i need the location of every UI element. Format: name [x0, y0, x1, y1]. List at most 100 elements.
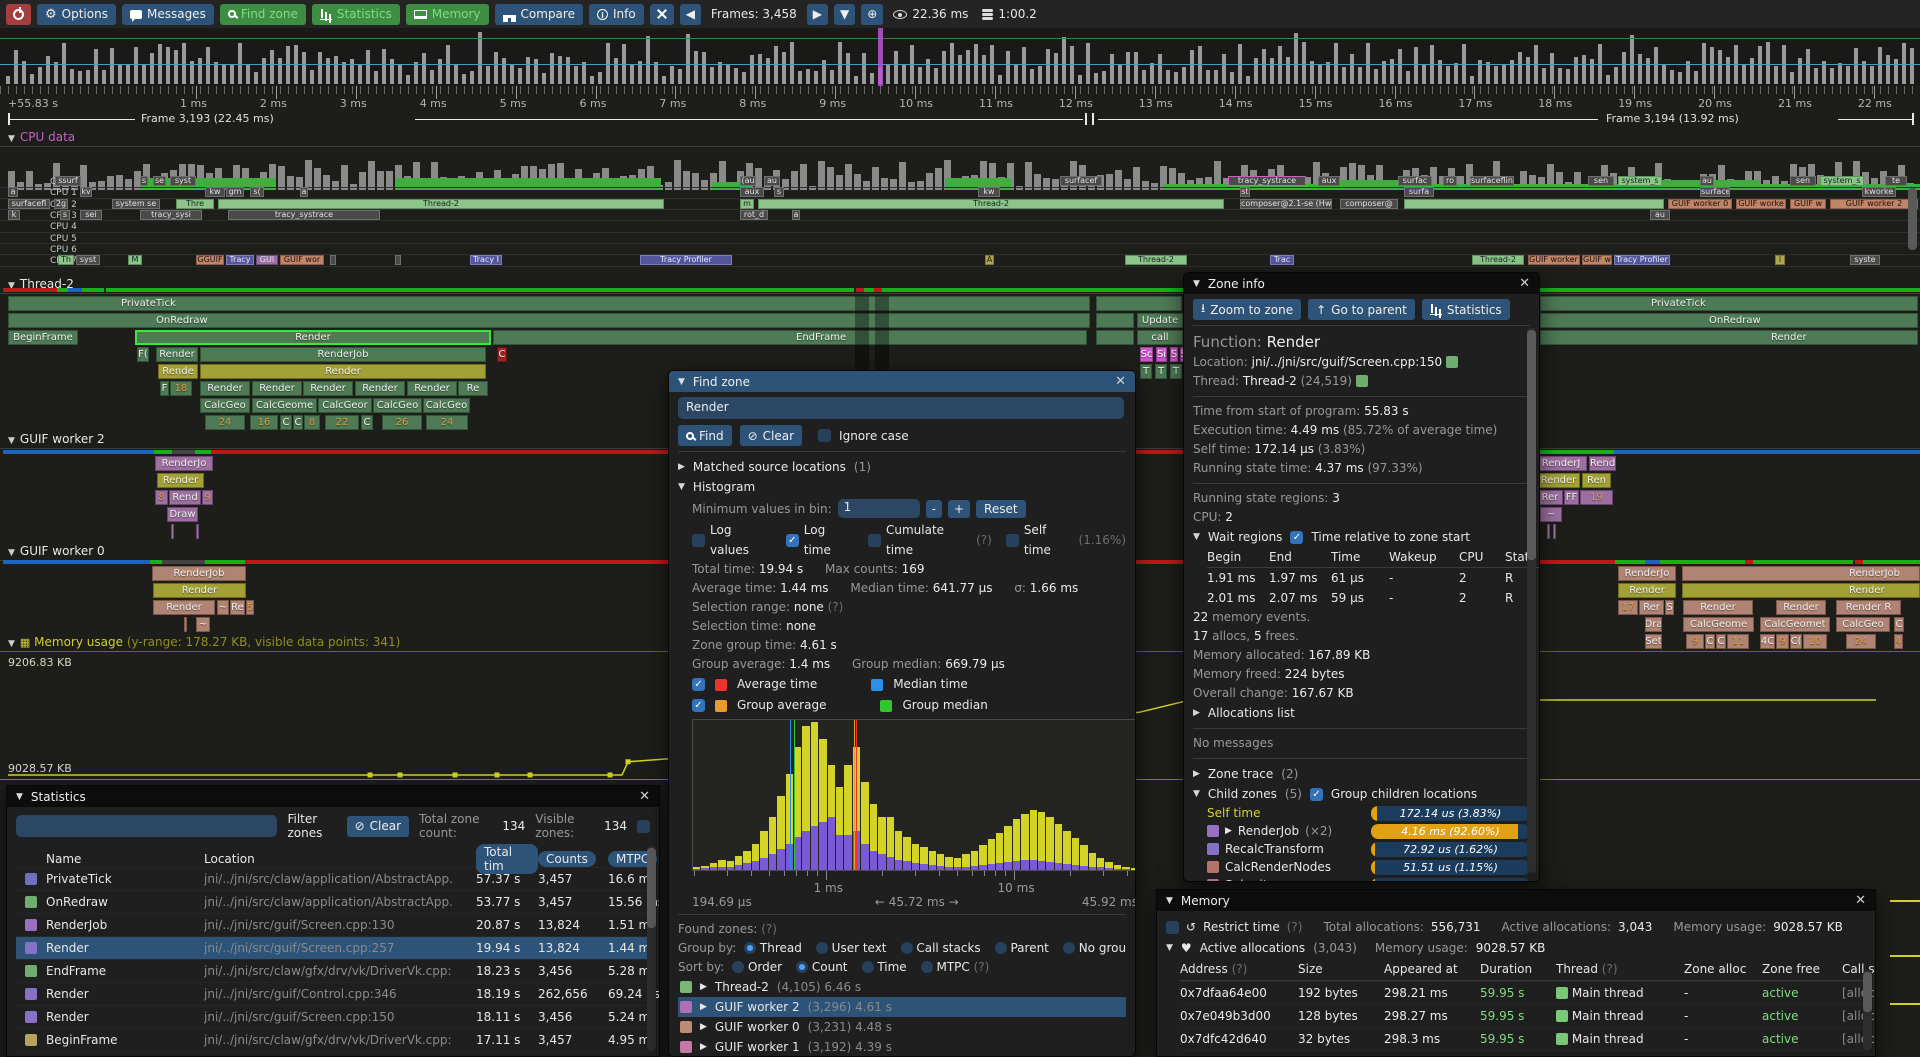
timeline-zone[interactable]: call	[1137, 330, 1183, 345]
memory-button[interactable]: Memory	[405, 3, 489, 25]
timeline-zone[interactable]: 5	[246, 600, 254, 615]
frame-bar[interactable]	[366, 50, 370, 84]
frame-bar[interactable]	[630, 63, 634, 84]
frame-bar[interactable]	[478, 31, 482, 84]
frame-bar[interactable]	[1374, 69, 1378, 84]
cpu-zone[interactable]: system_s	[1618, 176, 1662, 186]
cpu-zone[interactable]: Trac	[1270, 255, 1294, 266]
frame-bar[interactable]	[1030, 69, 1034, 84]
col-thread[interactable]: Thread	[1556, 962, 1598, 976]
active-allocations-expander[interactable]: ▼ ♥ Active allocations (3,043) Memory usage:…	[1166, 938, 1866, 958]
frame-bar[interactable]	[686, 33, 690, 84]
frame-bar[interactable]	[1126, 51, 1130, 84]
frame-bar[interactable]	[1726, 57, 1730, 84]
cpu-zone[interactable]: (au	[740, 176, 756, 186]
frame-bar[interactable]	[1350, 53, 1354, 84]
frame-bar[interactable]	[1910, 48, 1914, 84]
cpu-zone[interactable]: sei	[80, 209, 102, 220]
frame-bar[interactable]	[1814, 68, 1818, 84]
timeline-zone[interactable]	[1096, 296, 1182, 311]
frame-bar[interactable]	[750, 55, 754, 84]
checkbox-self-time[interactable]	[1005, 533, 1019, 547]
cpu-zone[interactable]: st	[1240, 187, 1250, 198]
frame-bar[interactable]	[894, 50, 898, 84]
timeline-zone[interactable]: C	[280, 415, 292, 430]
frame-bar[interactable]	[30, 74, 34, 84]
timeline-zone[interactable]: Render	[200, 364, 486, 379]
frame-bar[interactable]	[582, 62, 586, 84]
timeline-zone[interactable]: Render	[1540, 330, 1918, 345]
timeline-zone[interactable]: Set	[1645, 634, 1662, 649]
frame-bar[interactable]	[646, 35, 650, 84]
frame-bar[interactable]	[558, 56, 562, 84]
messages-button[interactable]: Messages	[121, 3, 214, 25]
timeline-zone[interactable]: Rend	[169, 490, 201, 505]
frame-bar[interactable]	[150, 53, 154, 84]
find-zone-search-input[interactable]: Render	[678, 397, 1124, 419]
frame-bar[interactable]	[1710, 47, 1714, 84]
child-zone-name[interactable]: Submit	[1225, 878, 1268, 881]
timeline-zone[interactable]: T	[1170, 364, 1182, 379]
frame-bar[interactable]	[798, 71, 802, 84]
frame-bar[interactable]	[1342, 67, 1346, 84]
col-appeared[interactable]: Appeared at	[1384, 962, 1458, 976]
timeline-zone[interactable]: Render	[200, 381, 250, 396]
frame-bar[interactable]	[870, 72, 874, 84]
statistics-panel-title[interactable]: ▼ Statistics ✕	[7, 786, 659, 807]
radio-no-groupi[interactable]	[1062, 942, 1075, 954]
cpu-zone[interactable]: system se	[112, 198, 160, 209]
timeline-zone[interactable]: BeginFrame	[8, 330, 78, 345]
child-zone-row[interactable]: Self time 172.14 us (3.83%)	[1207, 804, 1530, 822]
compare-button[interactable]: Compare	[494, 3, 583, 25]
frame-bar[interactable]	[190, 61, 194, 84]
cpu-zone[interactable]	[1404, 198, 1664, 209]
timeline-zone[interactable]: RenderJob	[1682, 566, 1920, 581]
frame-bar[interactable]	[1542, 68, 1546, 84]
frame-bar[interactable]	[1422, 64, 1426, 84]
source-swatch[interactable]	[1446, 356, 1458, 368]
help-icon[interactable]: (?)	[969, 960, 990, 974]
timeline-zone[interactable]: T	[1140, 364, 1152, 379]
timeline-zone[interactable]: Render	[157, 473, 204, 488]
timeline-zone[interactable]	[1553, 524, 1556, 539]
timeline-zone[interactable]: Render	[303, 381, 353, 396]
frame-bar[interactable]	[1086, 43, 1090, 84]
frame-bar[interactable]	[902, 63, 906, 84]
col-location[interactable]: Location	[204, 852, 255, 866]
next-frame-button[interactable]: ▶	[806, 3, 829, 25]
timeline-zone[interactable]: 24	[426, 415, 468, 430]
minus-button[interactable]: -	[925, 499, 942, 518]
timeline-zone[interactable]: PrivateTick	[8, 296, 1090, 311]
frame-bar[interactable]	[246, 64, 250, 84]
timeline-zone[interactable]: S	[1665, 600, 1674, 615]
cpu-zone[interactable]: Thread-2	[1472, 255, 1524, 266]
timeline-zone[interactable]: Render	[1776, 600, 1826, 615]
frame-bar[interactable]	[174, 50, 178, 84]
zone-color-swatch[interactable]	[25, 896, 37, 908]
collapse-triangle-icon[interactable]: ▼	[1166, 895, 1173, 906]
memory-usage-header[interactable]: ▼ ▦ Memory usage (y-range: 178.27 KB, vis…	[8, 635, 400, 649]
timeline-zone[interactable]	[1096, 313, 1134, 328]
frame-bar[interactable]	[54, 62, 58, 84]
cpu-zone[interactable]: GGUIF	[196, 255, 224, 266]
frame-bar[interactable]	[726, 65, 730, 84]
timeline-zone[interactable]: Rer	[1537, 490, 1563, 505]
child-zone-row[interactable]: ▶ RenderJob (×2) 4.16 ms (92.60%)	[1207, 822, 1530, 840]
prev-frame-button[interactable]: ◀	[679, 3, 701, 25]
timeline-zone[interactable]: CalcGeome	[252, 398, 317, 413]
frame-bar[interactable]	[222, 64, 226, 84]
cpu-zone[interactable]: Thread-2	[218, 198, 664, 209]
frame-bar[interactable]	[1870, 65, 1874, 84]
go-to-parent-button[interactable]: ↑ Go to parent	[1308, 299, 1415, 320]
col-total-time[interactable]: Total tim	[476, 844, 538, 874]
frame-bar[interactable]	[462, 73, 466, 84]
frame-bar[interactable]	[70, 69, 74, 84]
timeline-zone[interactable]: Render	[1618, 583, 1676, 598]
frame-bar[interactable]	[950, 43, 954, 84]
expand-icon[interactable]: ▶	[700, 982, 707, 992]
group-children-checkbox[interactable]: ✓	[1309, 787, 1323, 801]
col-mtpc[interactable]: MTPC	[608, 851, 658, 867]
radio-time[interactable]	[861, 961, 874, 973]
cpu-zone[interactable]: GUIF worker 2	[1528, 255, 1580, 266]
timeline-zone[interactable]: OnRedraw	[8, 313, 1090, 328]
